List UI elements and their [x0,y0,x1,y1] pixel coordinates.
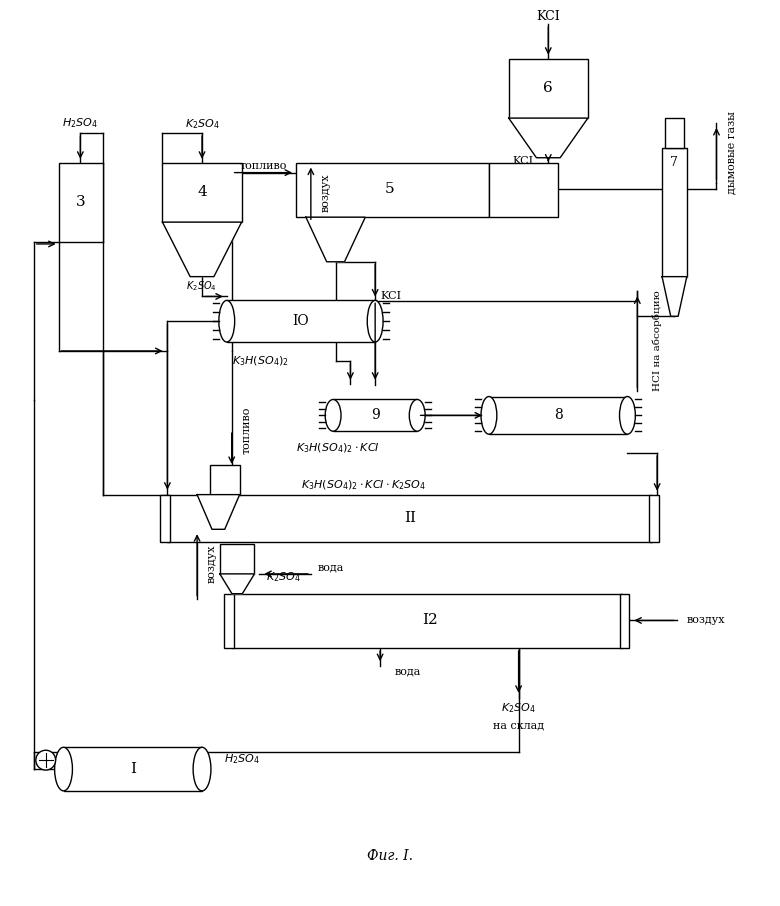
Ellipse shape [481,397,497,434]
Text: I2: I2 [422,613,438,628]
Bar [220,545,254,573]
Bar [162,163,242,222]
Bar [63,747,202,791]
Text: $K_2SO_4$: $K_2SO_4$ [502,700,536,715]
Ellipse shape [55,747,73,791]
Bar [489,163,558,217]
Ellipse shape [219,301,235,342]
Ellipse shape [410,400,425,431]
Bar [224,593,234,648]
Bar [210,465,239,495]
Text: $K_2SO_4$: $K_2SO_4$ [185,117,219,131]
Text: топливо: топливо [239,160,287,170]
Text: HCI на абсорбцию: HCI на абсорбцию [652,291,661,391]
Bar [665,118,684,148]
Bar [509,59,588,118]
Polygon shape [220,573,254,593]
Text: топливо: топливо [242,407,252,454]
Bar [227,301,375,342]
Bar [619,593,629,648]
Polygon shape [197,495,239,529]
Text: KCI: KCI [380,292,401,302]
Ellipse shape [619,397,636,434]
Bar [649,495,659,542]
Text: 8: 8 [554,409,562,422]
Text: 3: 3 [76,196,85,209]
Text: IO: IO [292,314,310,328]
Text: вода: вода [395,666,421,676]
Bar [489,397,627,434]
Polygon shape [306,217,365,262]
Text: вода: вода [317,562,344,572]
Bar [662,148,687,276]
Text: KCI: KCI [512,156,534,166]
Bar [232,593,622,648]
Text: 4: 4 [197,186,207,199]
Text: на склад: на склад [493,720,544,730]
Polygon shape [509,118,588,158]
Ellipse shape [193,747,211,791]
Text: 9: 9 [370,409,380,422]
Bar [161,495,170,542]
Text: KCI: KCI [537,10,560,23]
Text: воздух: воздух [687,615,725,625]
Circle shape [36,750,55,770]
Bar [58,163,103,242]
Ellipse shape [325,400,341,431]
Text: $K_3H(SO_4)_2\cdot KCI$: $K_3H(SO_4)_2\cdot KCI$ [296,441,380,455]
Bar [333,400,417,431]
Bar [168,495,652,542]
Text: $H_2SO_4$: $H_2SO_4$ [62,116,98,130]
Text: воздух: воздух [207,545,217,583]
Text: $K_2SO_4$: $K_2SO_4$ [266,570,301,583]
Text: I: I [129,762,136,776]
Text: $H_2SO_4$: $H_2SO_4$ [224,752,260,766]
Text: $K_3H(SO_4)_2\cdot KCI\cdot K_2SO_4$: $K_3H(SO_4)_2\cdot KCI\cdot K_2SO_4$ [301,477,426,492]
Bar [296,163,489,217]
Text: воздух: воздух [321,173,331,212]
Text: дымовые газы: дымовые газы [726,111,736,194]
Text: 6: 6 [544,82,553,95]
Text: Фиг. I.: Фиг. I. [367,849,413,863]
Text: $K_3H(SO_4)_2$: $K_3H(SO_4)_2$ [232,354,289,368]
Ellipse shape [367,301,383,342]
Text: $K_2SO_4$: $K_2SO_4$ [186,280,217,294]
Polygon shape [162,222,242,276]
Text: 5: 5 [385,182,395,197]
Text: II: II [404,511,416,525]
Text: 7: 7 [670,156,678,169]
Polygon shape [662,276,687,316]
